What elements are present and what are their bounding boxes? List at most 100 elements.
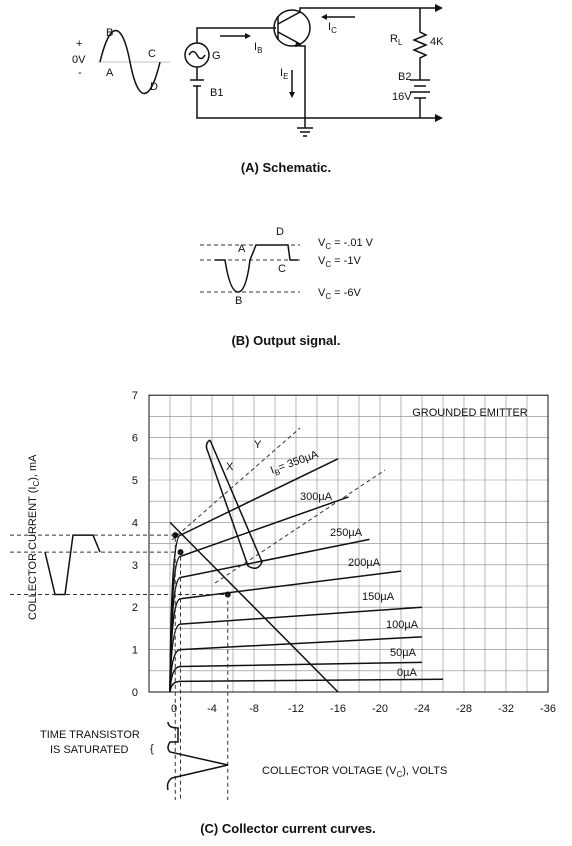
- label: B1: [210, 87, 223, 99]
- label: VC = -6V: [318, 287, 361, 301]
- label: 1: [132, 645, 138, 657]
- label: X: [226, 461, 234, 473]
- brace: {: [150, 743, 154, 755]
- label: -28: [456, 703, 472, 715]
- label: A: [106, 67, 114, 79]
- label: 5: [132, 475, 138, 487]
- label: 150µA: [362, 591, 395, 603]
- label-main: I: [280, 67, 283, 79]
- label: +: [76, 38, 82, 50]
- label-main: V: [318, 237, 326, 249]
- dashed: [10, 593, 229, 800]
- label: 0: [132, 687, 138, 699]
- label: 4K: [430, 36, 444, 48]
- label: 200µA: [348, 557, 381, 569]
- wave: [166, 721, 229, 791]
- label: 6: [132, 433, 138, 445]
- chart-title: GROUNDED EMITTER: [412, 407, 528, 419]
- label-main: COLLECTOR CURRENT (I: [27, 487, 39, 620]
- label: B2: [398, 71, 411, 83]
- label: -24: [414, 703, 430, 715]
- label: COLLECTOR VOLTAGE (VC), VOLTS: [262, 765, 447, 779]
- loop: [205, 439, 263, 569]
- curve: [169, 496, 349, 693]
- label-main: COLLECTOR VOLTAGE (V: [262, 765, 397, 777]
- label-rest: ), VOLTS: [402, 765, 447, 777]
- label: 7: [132, 390, 138, 402]
- label: B: [235, 295, 242, 307]
- label: 0µA: [397, 667, 417, 679]
- label-main: I: [254, 41, 257, 53]
- label: -8: [249, 703, 259, 715]
- label-sub: L: [398, 38, 403, 47]
- label-sub: C: [32, 481, 41, 487]
- label: C: [278, 263, 286, 275]
- label: -12: [288, 703, 304, 715]
- curve: [169, 538, 370, 693]
- label: G: [212, 50, 221, 62]
- characteristic-chart: {: [10, 394, 549, 800]
- label: Y: [254, 439, 262, 451]
- label: 100µA: [386, 619, 419, 631]
- label-sub: B: [257, 46, 262, 55]
- label: C: [148, 48, 156, 60]
- label: 4: [132, 517, 138, 529]
- curve: [169, 570, 402, 693]
- label-main: V: [318, 287, 326, 299]
- label: 3: [132, 560, 138, 572]
- label: 2: [132, 602, 138, 614]
- label: -32: [498, 703, 514, 715]
- label-sub: C: [396, 770, 402, 779]
- label-rest: ), mA: [27, 454, 39, 481]
- label: -16: [330, 703, 346, 715]
- label: VC = -.01 V: [318, 237, 374, 251]
- label-sub: E: [283, 72, 288, 81]
- wave: [44, 534, 101, 596]
- label: D: [276, 226, 284, 238]
- curve: [169, 678, 444, 693]
- label: 0: [171, 703, 177, 715]
- label-sub: C: [325, 242, 331, 251]
- caption: (B) Output signal.: [231, 333, 340, 348]
- output-drawing: [200, 244, 300, 293]
- label: 300µA: [300, 491, 333, 503]
- label-main: R: [390, 33, 398, 45]
- label: 50µA: [390, 647, 417, 659]
- label-main: V: [318, 255, 326, 267]
- label: -20: [372, 703, 388, 715]
- label-sub: C: [325, 292, 331, 301]
- label: 250µA: [330, 527, 363, 539]
- label: 0V: [72, 54, 86, 66]
- point: [172, 532, 179, 539]
- caption: (C) Collector current curves.: [200, 821, 376, 836]
- label: TIME TRANSISTOR: [40, 729, 140, 741]
- label-sub: B: [274, 467, 282, 477]
- label: 16V: [392, 91, 412, 103]
- plot-frame: [148, 394, 549, 693]
- label-rest: = -6V: [331, 287, 361, 299]
- label: D: [150, 81, 158, 93]
- label: VC = -1V: [318, 255, 361, 269]
- label: -: [78, 67, 82, 79]
- label-sub: C: [325, 260, 331, 269]
- label-rest: = -.01 V: [331, 237, 374, 249]
- schematic-drawing: [98, 4, 443, 137]
- label: A: [238, 243, 246, 255]
- curve: [169, 458, 339, 693]
- label: RL: [390, 33, 403, 47]
- label: IS SATURATED: [50, 744, 128, 756]
- label: IC: [328, 21, 337, 35]
- label-sub: C: [331, 26, 337, 35]
- dashed: [10, 551, 181, 800]
- label-rest: = -1V: [331, 255, 361, 267]
- dashed: [171, 427, 386, 584]
- label-main: I: [328, 21, 331, 33]
- label: IB: [254, 41, 262, 55]
- label: IB= 350µA: [269, 448, 321, 478]
- label-main: I: [269, 464, 276, 476]
- label: COLLECTOR CURRENT (IC), mA: [27, 454, 41, 620]
- caption: (A) Schematic.: [241, 160, 331, 175]
- label: B: [106, 27, 113, 39]
- load-line: [169, 521, 339, 693]
